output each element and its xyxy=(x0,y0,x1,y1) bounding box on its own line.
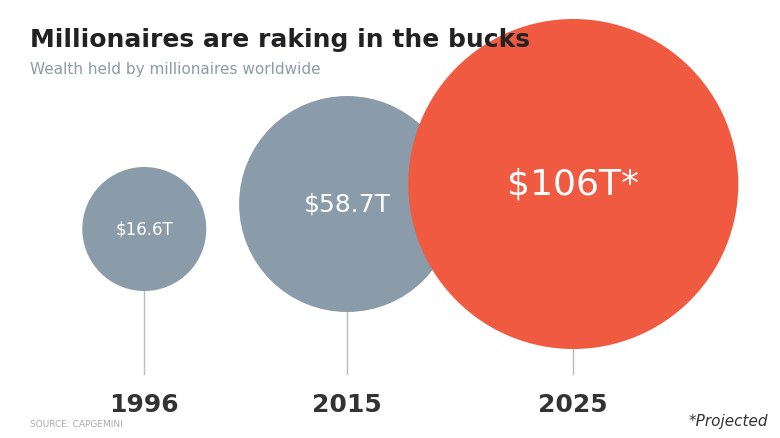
Circle shape xyxy=(239,97,455,312)
Text: *Projected: *Projected xyxy=(689,413,768,428)
Text: 2015: 2015 xyxy=(312,392,382,416)
Text: Wealth held by millionaires worldwide: Wealth held by millionaires worldwide xyxy=(30,62,321,77)
Text: $58.7T: $58.7T xyxy=(303,193,391,216)
Circle shape xyxy=(83,168,206,291)
Circle shape xyxy=(408,20,739,349)
Text: $106T*: $106T* xyxy=(507,168,640,201)
Text: $16.6T: $16.6T xyxy=(115,220,173,238)
Text: 1996: 1996 xyxy=(109,392,179,416)
Text: Millionaires are raking in the bucks: Millionaires are raking in the bucks xyxy=(30,28,530,52)
Text: SOURCE: CAPGEMINI: SOURCE: CAPGEMINI xyxy=(30,419,122,428)
Text: 2025: 2025 xyxy=(538,392,608,416)
